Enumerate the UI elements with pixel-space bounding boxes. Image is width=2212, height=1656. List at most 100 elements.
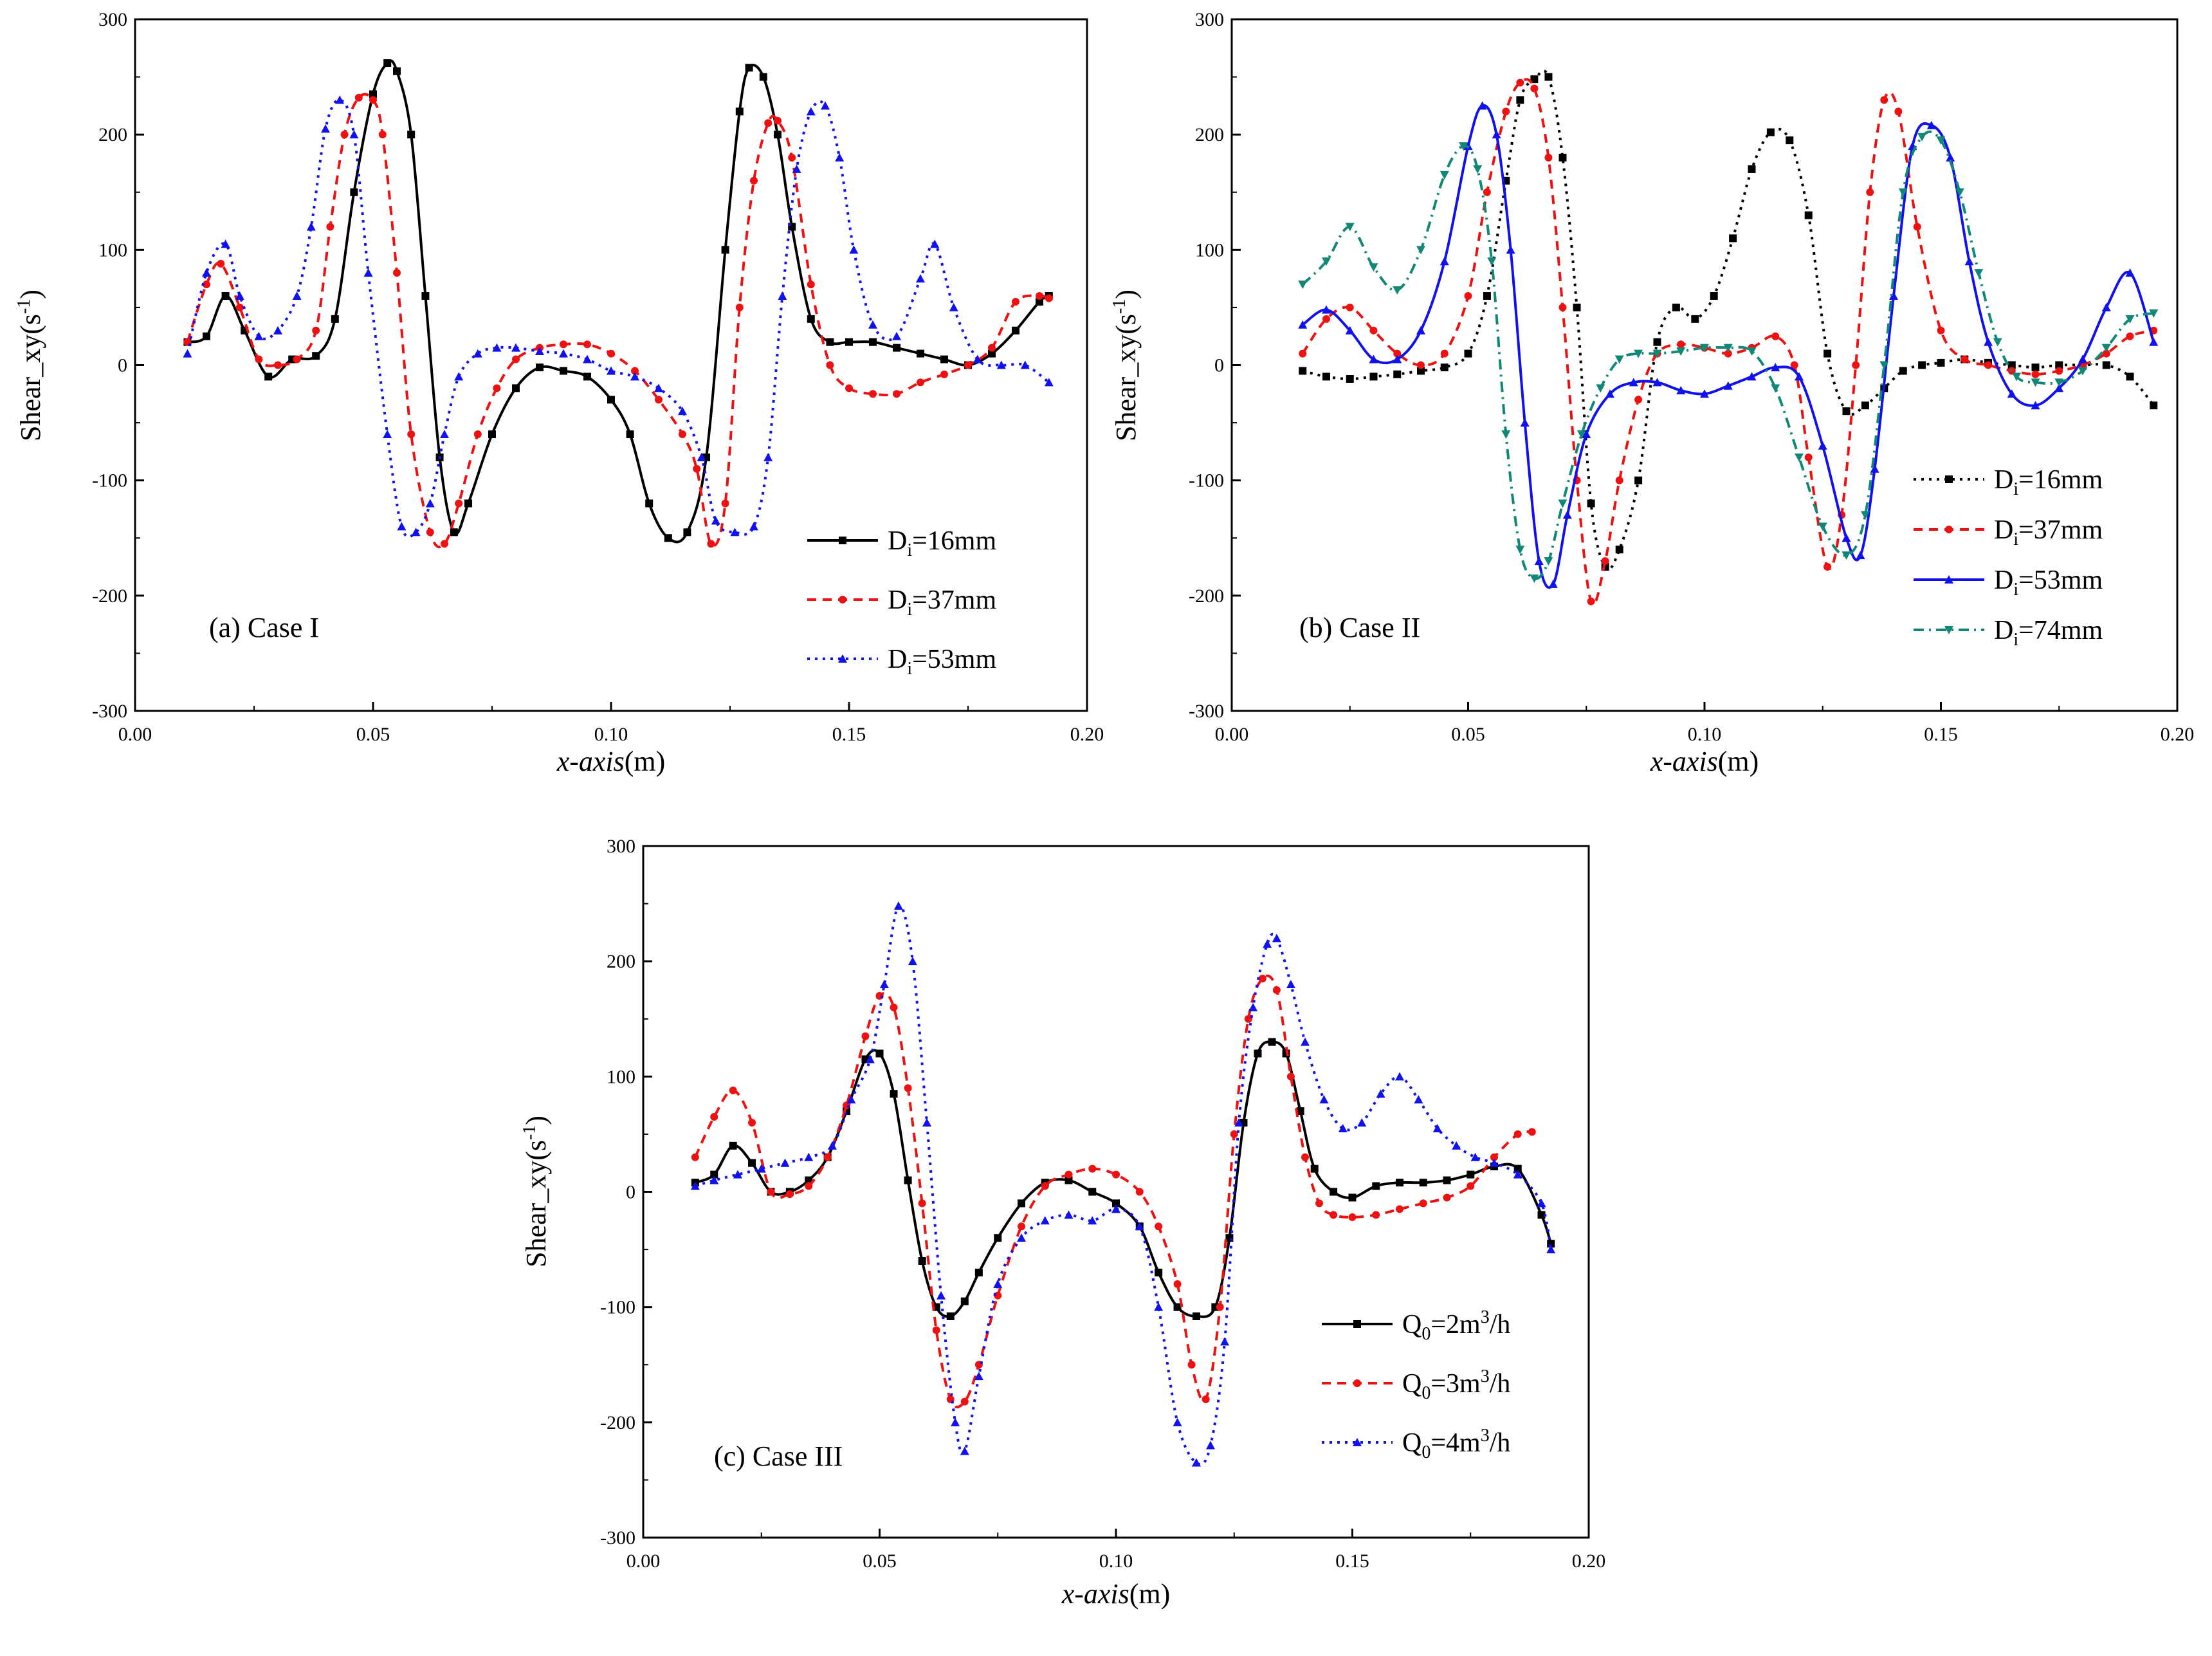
data-point (893, 390, 900, 398)
x-axis-title: x-axis(m) (556, 746, 666, 777)
series-2 (183, 95, 1054, 538)
data-point (274, 361, 282, 369)
data-point (1206, 1440, 1215, 1449)
series-1 (1299, 78, 2158, 606)
data-point (1202, 1395, 1210, 1403)
data-point (1111, 1204, 1120, 1213)
data-point (488, 430, 496, 438)
data-point (785, 1190, 794, 1199)
data-point (996, 360, 1006, 369)
data-point (1786, 136, 1794, 145)
data-point (1393, 349, 1402, 358)
legend-entry: Di=16mm (1914, 465, 2103, 499)
data-point (221, 239, 230, 248)
data-point (1852, 361, 1860, 369)
data-point (335, 95, 345, 104)
data-point (440, 430, 449, 438)
data-point (1502, 107, 1510, 116)
data-point (631, 367, 639, 375)
data-point (1818, 441, 1827, 450)
data-point (846, 1095, 856, 1104)
data-point (1372, 1211, 1380, 1219)
data-point (1298, 320, 1308, 329)
series-line (186, 93, 1050, 549)
legend-label-base: D (1994, 465, 2013, 495)
data-point (845, 338, 853, 346)
data-point (221, 292, 230, 300)
data-point (264, 373, 273, 381)
legend-label-rest: =37mm (2018, 515, 2103, 545)
data-point (393, 67, 401, 75)
data-point (411, 528, 421, 537)
data-point (890, 1003, 898, 1011)
data-point (2054, 383, 2064, 392)
data-point (383, 430, 392, 438)
legend-label-rest: =2m (1430, 1310, 1481, 1339)
data-point (1416, 246, 1425, 255)
data-point (1299, 349, 1307, 358)
data-point (312, 326, 320, 335)
data-point (678, 407, 687, 416)
data-point (383, 59, 392, 68)
data-point (183, 349, 192, 358)
legend-label: Di=16mm (1994, 465, 2103, 499)
data-point (1558, 499, 1568, 508)
legend-label-rest: =16mm (912, 526, 996, 556)
data-point (378, 131, 387, 139)
data-point (679, 430, 686, 438)
data-point (2012, 373, 2022, 382)
data-point (2101, 344, 2111, 353)
x-axis-title-unit: (m) (1129, 1578, 1171, 1610)
data-point (735, 107, 744, 116)
legend-entry: Q0=4m3/h (1322, 1426, 1510, 1462)
data-point (1322, 257, 1331, 266)
data-point (1861, 401, 1869, 410)
data-point (1913, 223, 1921, 231)
y-axis-title-sup: -1 (520, 1125, 540, 1140)
data-point (2007, 361, 2016, 369)
data-point (892, 331, 901, 340)
data-point (690, 1181, 700, 1190)
data-point (1088, 1164, 1097, 1173)
data-point (823, 1153, 832, 1161)
data-point (1440, 363, 1449, 372)
data-point (1676, 385, 1686, 394)
legend-label: Di=16mm (888, 526, 996, 560)
data-point (1470, 1152, 1480, 1161)
data-point (1017, 1233, 1026, 1242)
data-point (1824, 563, 1832, 571)
data-point (1926, 120, 1936, 129)
series-1 (691, 974, 1536, 1409)
data-point (536, 363, 544, 372)
panel-case-3: 0.00 0.05 0.10 0.15 0.20-300-200-10001002003… (520, 836, 1605, 1610)
data-point (806, 107, 816, 116)
data-point (1984, 361, 1992, 369)
data-point (1677, 340, 1685, 349)
series-0 (183, 59, 1053, 544)
data-point (1615, 546, 1623, 554)
data-point (1880, 96, 1888, 104)
panel-case-3-legend: Q0=2m3/hQ0=3m3/hQ0=4m3/h (1322, 1307, 1510, 1462)
data-point (202, 268, 211, 277)
data-point (749, 522, 758, 531)
data-point (1012, 326, 1019, 335)
legend-label-base: D (888, 526, 907, 556)
data-point (397, 522, 407, 531)
data-point (1357, 1118, 1367, 1127)
data-point (1459, 142, 1468, 151)
x-tick-label: 0.10 (594, 724, 628, 745)
data-point (350, 188, 358, 196)
x-tick-label: 0.15 (1924, 724, 1958, 745)
data-point (1587, 597, 1595, 605)
data-point (1155, 1268, 1163, 1276)
legend-label-rest: =74mm (2018, 616, 2103, 645)
data-point (1440, 170, 1449, 179)
data-point (788, 154, 796, 161)
data-point (868, 320, 877, 329)
y-axis-title-main: Shear_xy(s (520, 1140, 552, 1267)
data-point (1414, 1095, 1423, 1104)
data-point (1301, 1153, 1309, 1161)
data-point (2054, 378, 2064, 387)
y-tick-label: -300 (600, 1527, 635, 1549)
